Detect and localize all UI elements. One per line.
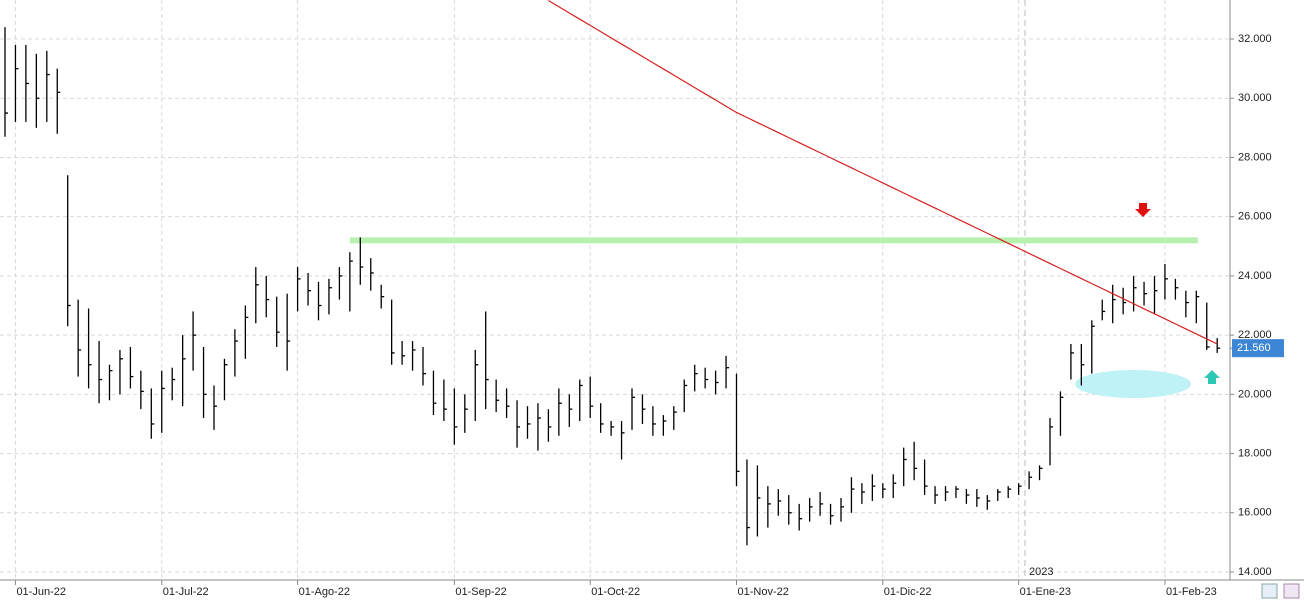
y-tick-label: 20.000: [1238, 388, 1272, 400]
down-arrow: [1135, 203, 1151, 217]
last-price-box: [1232, 339, 1284, 358]
y-tick-label: 26.000: [1238, 211, 1272, 223]
x-tick-label: 01-Feb-23: [1166, 586, 1217, 598]
y-tick-label: 28.000: [1238, 151, 1272, 163]
y-tick-label: 18.000: [1238, 447, 1272, 459]
x-tick-label: 01-Ago-22: [299, 586, 350, 598]
chart-icon[interactable]: [1261, 583, 1278, 599]
y-tick-label: 30.000: [1238, 92, 1272, 104]
grid-layer: [0, 0, 1230, 580]
moving-average: [548, 0, 1218, 345]
last-price-label: 21.560: [1237, 342, 1271, 354]
y-tick-label: 22.000: [1238, 329, 1272, 341]
x-tick-label: 01-Dic-22: [884, 586, 932, 598]
y-tick-label: 24.000: [1238, 270, 1272, 282]
x-tick-label: 01-Jul-22: [163, 586, 209, 598]
x-tick-label: 01-Oct-22: [591, 586, 640, 598]
x-tick-label: 01-Sep-22: [455, 586, 506, 598]
x-tick-label: 01-Ene-23: [1020, 586, 1071, 598]
y-tick-label: 14.000: [1238, 566, 1272, 578]
year-marker: 2023: [1029, 566, 1053, 578]
save-icon[interactable]: [1283, 583, 1300, 599]
x-tick-label: 01-Nov-22: [738, 586, 789, 598]
up-arrow: [1204, 370, 1220, 384]
y-tick-label: 32.000: [1238, 33, 1272, 45]
support-zone: [1075, 370, 1191, 398]
y-tick-label: 16.000: [1238, 507, 1272, 519]
x-tick-label: 01-Jun-22: [16, 586, 66, 598]
